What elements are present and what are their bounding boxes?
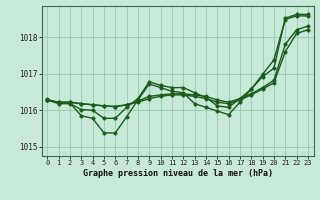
- X-axis label: Graphe pression niveau de la mer (hPa): Graphe pression niveau de la mer (hPa): [83, 169, 273, 178]
